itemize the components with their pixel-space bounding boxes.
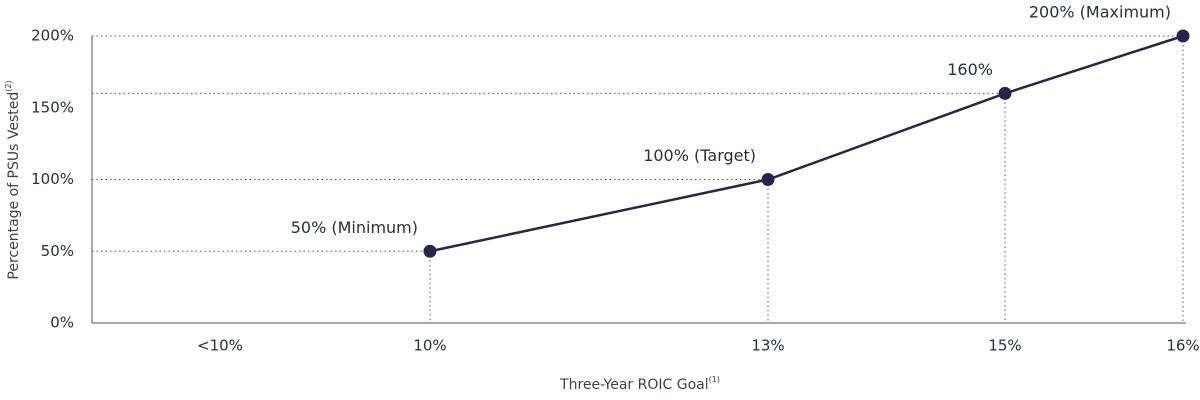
x-tick-label: <10% xyxy=(197,337,243,355)
y-axis-title-text: Percentage of PSUs Vested xyxy=(6,92,22,280)
value-label: 160% xyxy=(947,60,993,79)
data-point xyxy=(998,86,1012,100)
x-tick-label: 13% xyxy=(751,337,784,355)
value-label: 100% (Target) xyxy=(643,146,756,165)
x-tick-label: 10% xyxy=(413,337,446,355)
data-point xyxy=(761,173,775,186)
y-tick-label: 100% xyxy=(31,170,74,188)
data-point xyxy=(423,244,437,258)
y-tick-label: 50% xyxy=(41,242,74,260)
y-tick-label: 150% xyxy=(31,98,74,116)
value-label: 200% (Maximum) xyxy=(1029,3,1171,22)
x-axis-title-text: Three-Year ROIC Goal xyxy=(559,377,709,393)
y-axis-title: Percentage of PSUs Vested(2) xyxy=(4,80,23,279)
x-tick-label: 15% xyxy=(988,337,1021,355)
y-axis-title-note: (2) xyxy=(4,80,13,91)
x-axis-title: Three-Year ROIC Goal(1) xyxy=(559,375,720,394)
x-tick-label: 16% xyxy=(1166,337,1199,355)
data-line xyxy=(429,34,1184,253)
data-point xyxy=(1176,29,1190,43)
value-label: 50% (Minimum) xyxy=(291,218,418,237)
y-tick-label: 200% xyxy=(31,27,74,45)
x-axis-title-note: (1) xyxy=(709,375,720,384)
y-tick-label: 0% xyxy=(50,314,74,332)
